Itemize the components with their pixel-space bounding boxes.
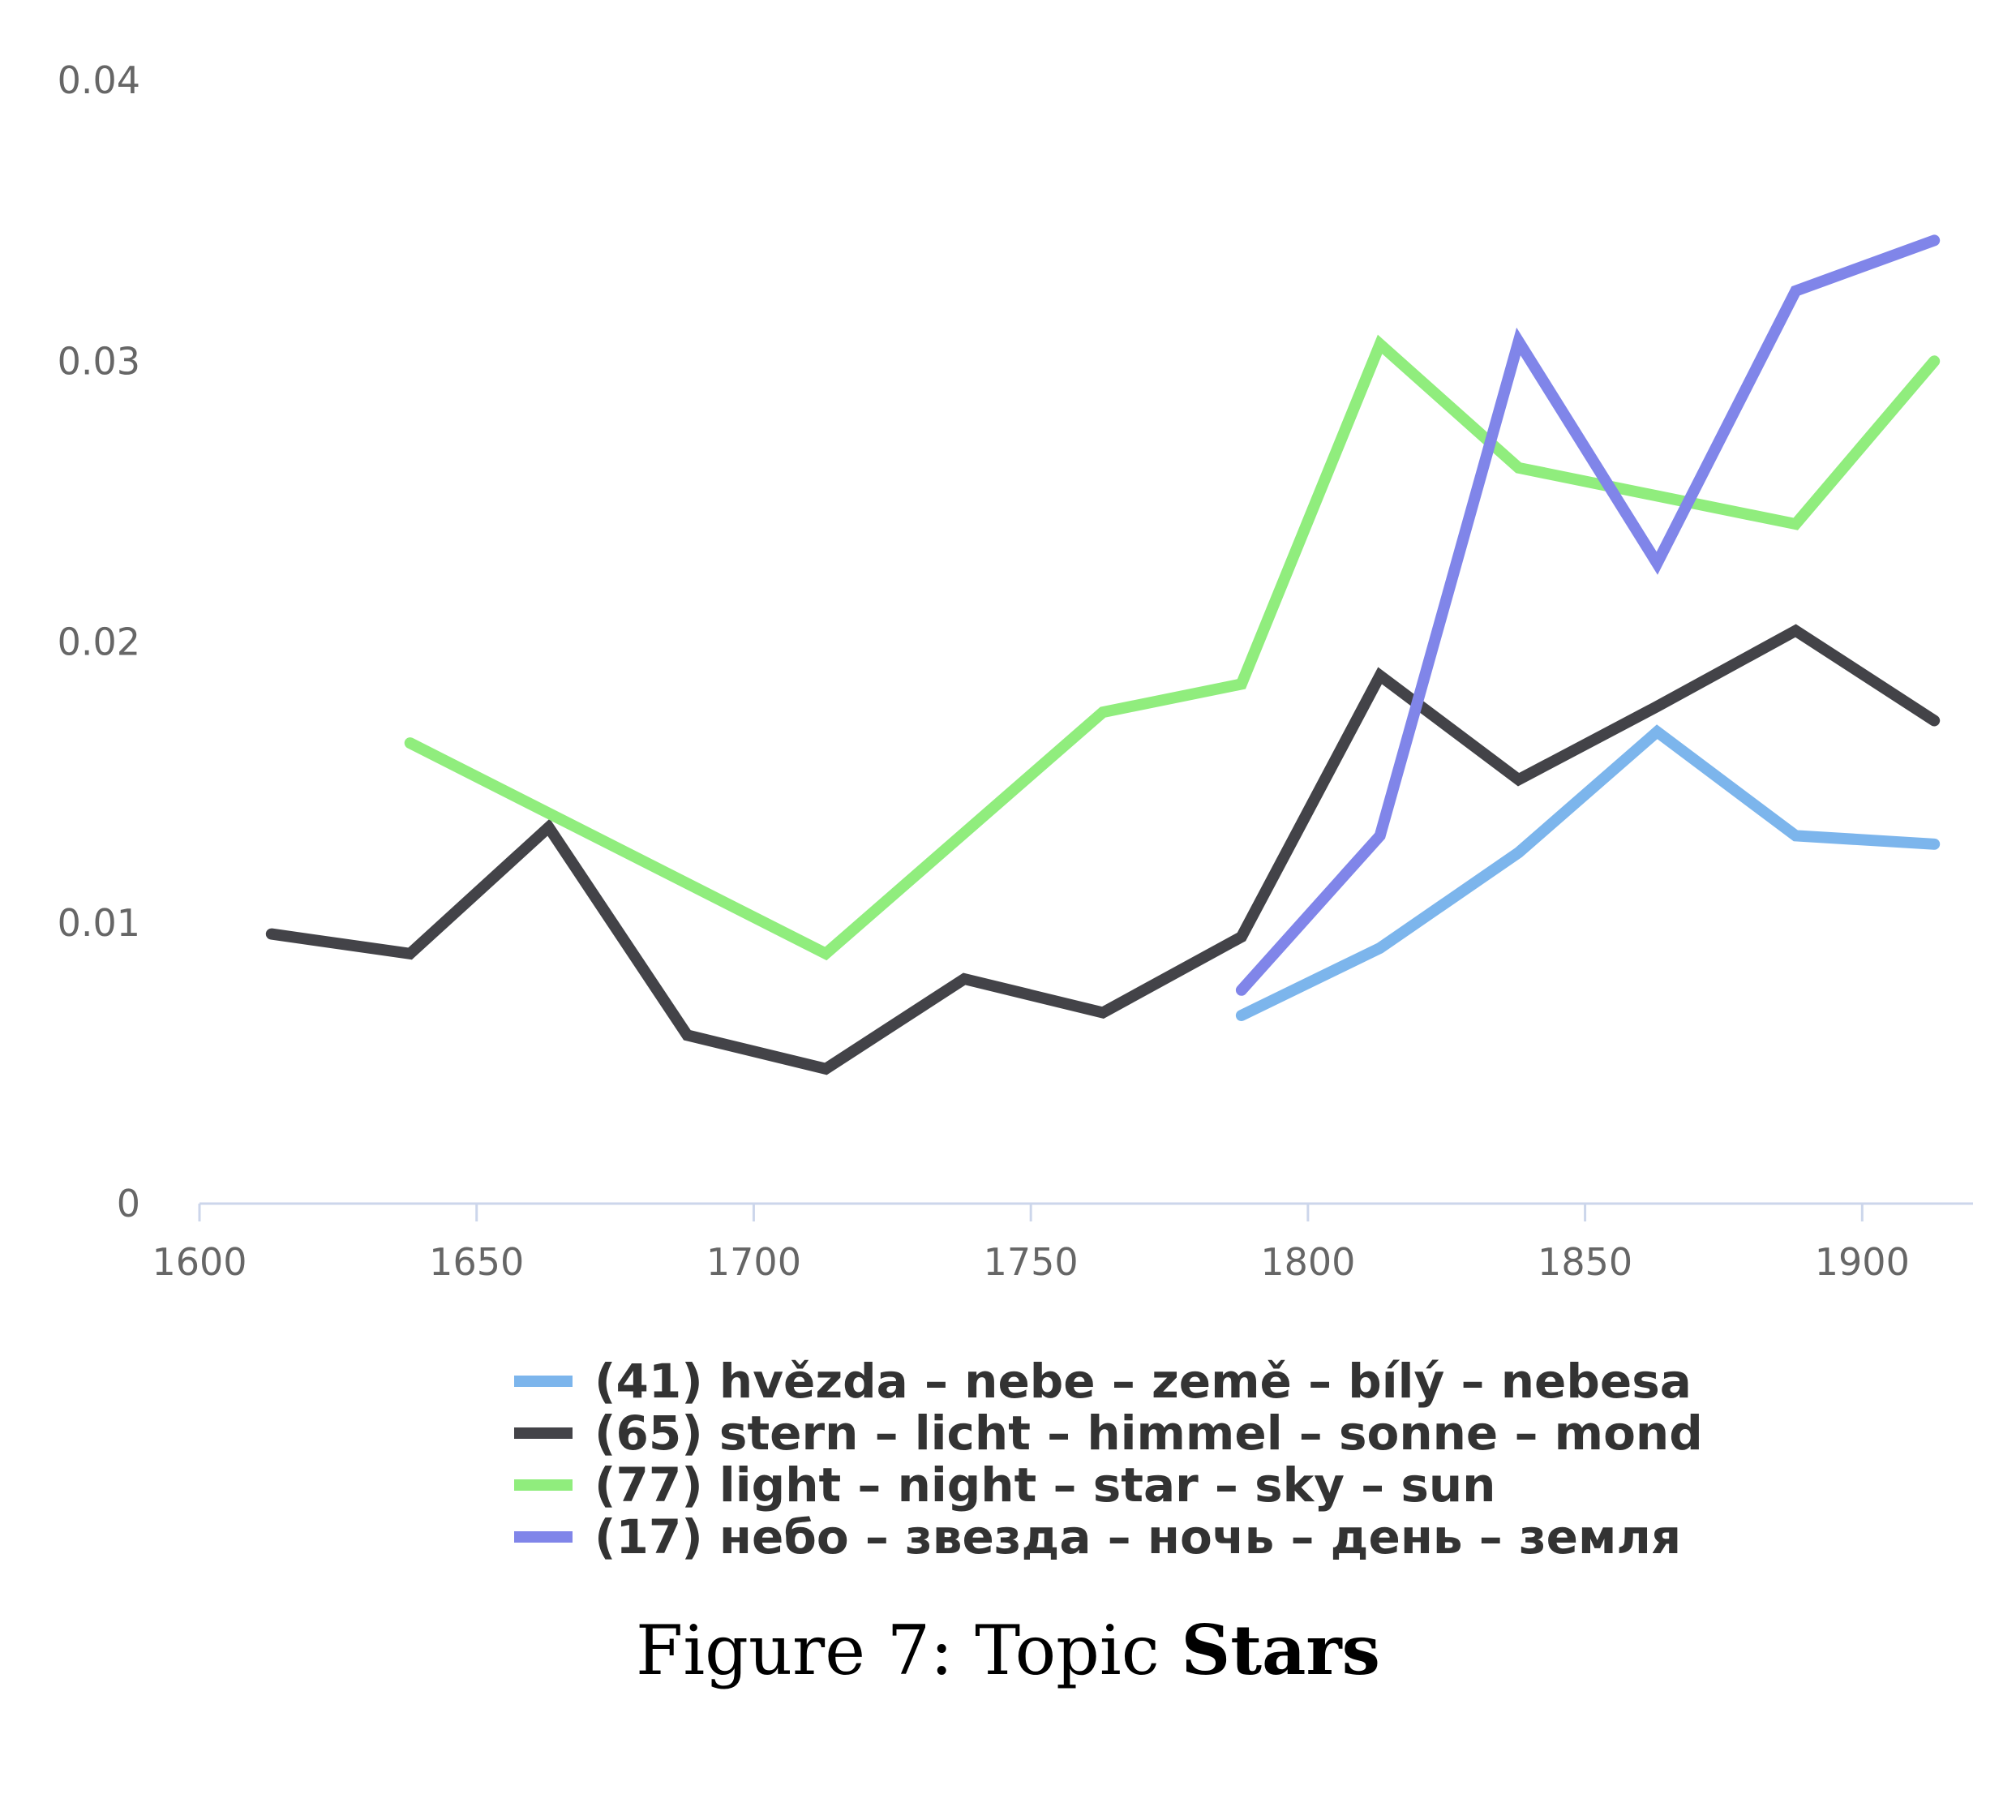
data-point	[1100, 709, 1107, 716]
data-point	[406, 950, 414, 957]
data-point	[1237, 986, 1245, 994]
figure-caption: Figure 7: Topic Stars	[0, 1610, 2016, 1690]
data-point	[1237, 680, 1245, 688]
y-tick-label: 0.02	[58, 620, 140, 664]
x-tick-label: 1750	[984, 1240, 1079, 1284]
data-point	[1515, 338, 1522, 346]
legend-label: (77) light – night – star – sky – sun	[594, 1457, 1495, 1513]
series-line-3	[404, 334, 1941, 961]
legend: (41) hvězda – nebe – země – bílý – nebes…	[514, 1354, 1703, 1565]
data-point	[1931, 840, 1938, 848]
x-tick-label: 1850	[1538, 1240, 1632, 1284]
x-tick-label: 1700	[706, 1240, 801, 1284]
line-chart: 0 0.01 0.02 0.03 0.04 1600 1650 1700 1750 1800 18…	[58, 58, 1973, 1565]
y-axis-tick-labels: 0 0.01 0.02 0.03 0.04	[58, 58, 140, 1225]
data-point	[1515, 464, 1522, 471]
data-point	[1654, 703, 1661, 710]
data-point	[1792, 627, 1799, 634]
data-point	[1654, 560, 1661, 567]
data-point	[1376, 672, 1383, 680]
data-point	[268, 930, 275, 938]
legend-label: (65) stern – licht – himmel – sonne – mo…	[594, 1406, 1703, 1461]
x-tick-label: 1800	[1260, 1240, 1355, 1284]
data-point	[822, 950, 830, 957]
data-point	[406, 740, 414, 747]
y-tick-label: 0	[117, 1182, 140, 1225]
data-point	[1931, 717, 1938, 724]
data-point	[1376, 832, 1383, 839]
series-line-4	[1235, 234, 1941, 996]
data-point	[1376, 341, 1383, 348]
series-lines	[265, 234, 1941, 1075]
caption-topic: Stars	[1181, 1610, 1380, 1690]
series-line-2	[265, 624, 1941, 1075]
y-tick-label: 0.03	[58, 339, 140, 383]
data-point	[1931, 358, 1938, 365]
caption-prefix: Figure 7: Topic	[636, 1611, 1182, 1690]
x-axis: 1600 1650 1700 1750 1800 1850 1900	[152, 1202, 1973, 1284]
data-point	[1792, 521, 1799, 528]
data-point	[545, 824, 552, 831]
data-point	[1654, 728, 1661, 736]
data-point	[684, 1032, 691, 1039]
data-point	[1237, 934, 1245, 941]
series-line-1	[1235, 724, 1941, 1021]
data-point	[1237, 1012, 1245, 1019]
data-point	[822, 1065, 830, 1072]
y-tick-label: 0.04	[58, 58, 140, 102]
legend-label: (41) hvězda – nebe – země – bílý – nebes…	[594, 1354, 1692, 1409]
x-tick-label: 1600	[152, 1240, 247, 1284]
legend-label: (17) небо – звезда – ночь – день – земля	[594, 1509, 1681, 1565]
data-point	[1376, 944, 1383, 951]
data-point	[1931, 237, 1938, 244]
data-point	[1792, 832, 1799, 839]
x-tick-label: 1650	[429, 1240, 524, 1284]
data-point	[1792, 287, 1799, 294]
data-point	[1100, 1009, 1107, 1016]
data-point	[1515, 849, 1522, 856]
x-tick-label: 1900	[1815, 1240, 1910, 1284]
data-point	[961, 976, 968, 982]
data-point	[1515, 776, 1522, 783]
y-tick-label: 0.01	[58, 901, 140, 945]
